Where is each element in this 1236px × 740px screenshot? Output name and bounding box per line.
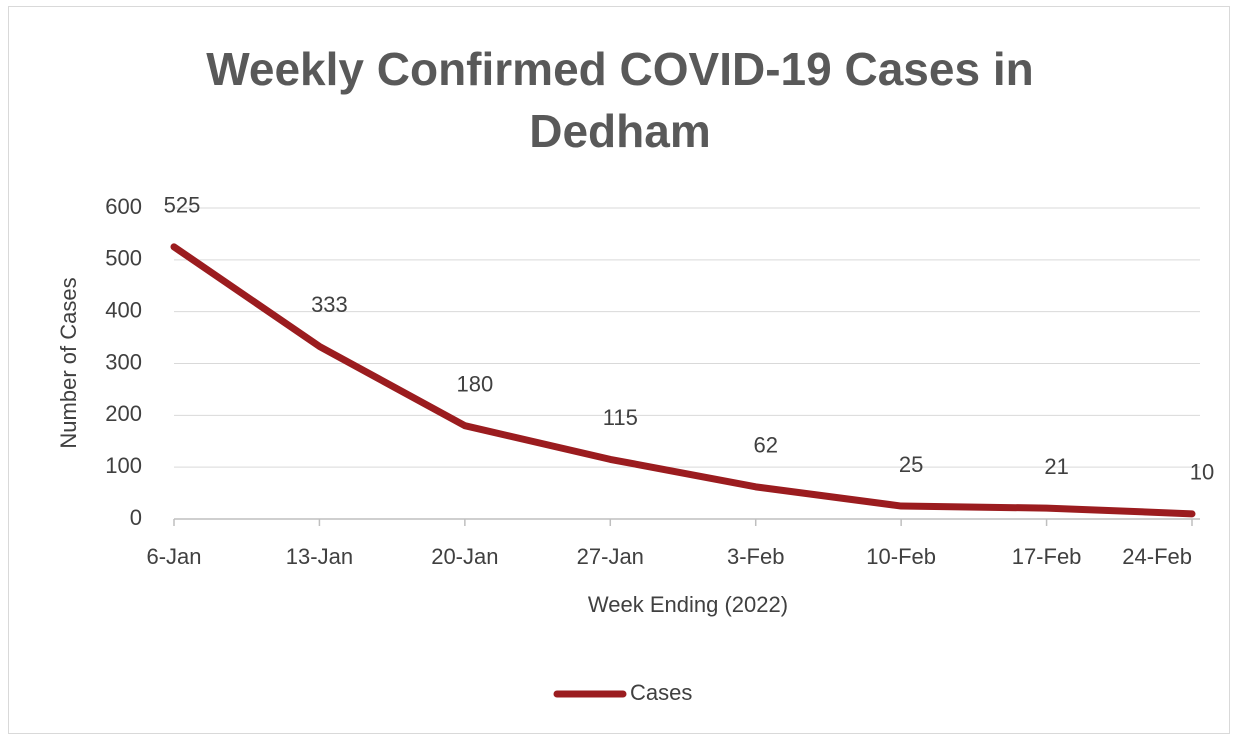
series-line <box>170 243 1196 518</box>
x-tick-label: 17-Feb <box>1012 544 1082 569</box>
y-tick-label: 300 <box>105 349 142 374</box>
data-label: 115 <box>603 405 638 430</box>
data-label: 25 <box>899 452 923 477</box>
y-axis-label: Number of Cases <box>56 277 81 448</box>
y-tick-label: 400 <box>105 297 142 322</box>
data-label: 180 <box>456 372 493 397</box>
y-tick-label: 100 <box>105 453 142 478</box>
chart-title: Weekly Confirmed COVID-19 Cases in Dedha… <box>206 43 1034 157</box>
data-label: 525 <box>164 193 201 218</box>
x-tick-label: 27-Jan <box>577 544 644 569</box>
y-tick-label: 600 <box>105 194 142 219</box>
x-tick-label: 20-Jan <box>431 544 498 569</box>
data-label: 10 <box>1190 460 1214 485</box>
x-tick-label: 24-Feb <box>1122 544 1192 569</box>
x-tick-label: 3-Feb <box>727 544 784 569</box>
x-tick-label: 6-Jan <box>146 544 201 569</box>
x-tick-label: 10-Feb <box>866 544 936 569</box>
data-label: 62 <box>753 433 777 458</box>
chart-frame <box>8 6 1230 734</box>
legend-label: Cases <box>630 680 692 705</box>
data-label: 333 <box>311 292 348 317</box>
y-tick-label: 200 <box>105 401 142 426</box>
y-tick-label: 0 <box>130 505 142 530</box>
y-tick-label: 500 <box>105 246 142 271</box>
x-tick-label: 13-Jan <box>286 544 353 569</box>
data-label: 21 <box>1044 454 1068 479</box>
x-axis-label: Week Ending (2022) <box>588 592 788 617</box>
